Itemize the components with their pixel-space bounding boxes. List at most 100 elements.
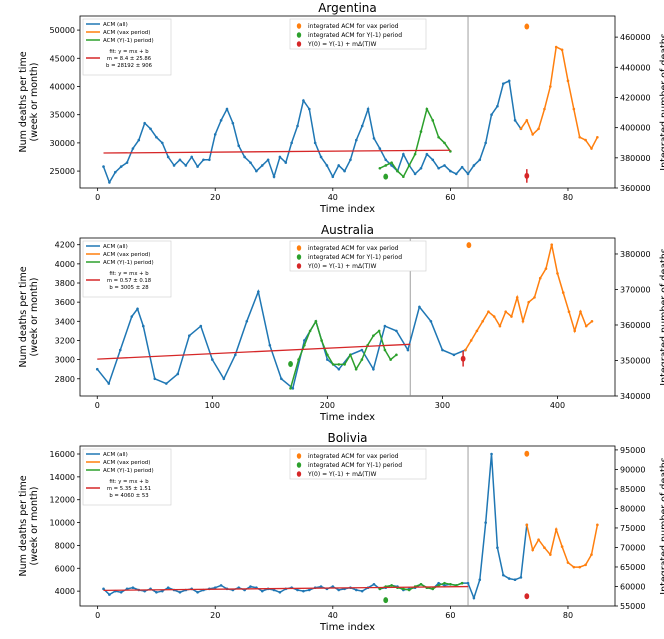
series-point-all (425, 152, 429, 156)
series-point-all (143, 121, 146, 125)
series-point-ym1 (337, 363, 341, 366)
legend-entry: ACM (Y(-1) period) (103, 38, 154, 44)
series-point-all (355, 138, 358, 142)
legend-marker (296, 471, 302, 477)
series-point-vax (590, 147, 593, 150)
series-point-all (472, 164, 476, 167)
series-point-ym1 (331, 363, 335, 366)
series-point-vax (515, 296, 519, 299)
series-line-ym1 (379, 106, 452, 178)
series-point-vax (584, 563, 587, 567)
x-tick-label: 400 (550, 401, 565, 410)
series-point-all (507, 577, 511, 580)
legend-box (82, 240, 172, 298)
series-point-all (478, 158, 482, 162)
series-point-all (219, 119, 223, 122)
series-point-all (384, 158, 388, 162)
legend-marker (296, 453, 302, 459)
y-tick-label: 3400 (55, 317, 75, 326)
x-tick-label: 20 (210, 193, 220, 202)
y2-tick-label: 85000 (620, 485, 645, 494)
series-point-ym1 (349, 353, 352, 357)
y-tick-label: 12000 (50, 496, 75, 505)
series-point-vax (469, 339, 473, 342)
series-point-all (331, 585, 335, 588)
series-point-ym1 (449, 582, 452, 586)
series-point-all (460, 165, 464, 169)
legend-fit-text: fit: y = mx + b (109, 271, 149, 277)
series-point-vax (579, 310, 582, 314)
series-point-ym1 (437, 135, 440, 139)
series-point-all (202, 158, 205, 162)
series-point-ym1 (320, 339, 323, 342)
series-point-vax (537, 127, 540, 131)
legend-box (82, 18, 172, 76)
series-point-ym1 (378, 166, 382, 170)
series-point-ym1 (297, 358, 300, 361)
legend-marker (296, 462, 302, 468)
series-point-all (161, 589, 164, 593)
legend-entry: ACM (all) (103, 452, 128, 458)
series-point-ym1 (443, 141, 446, 145)
marker-integrated_ym1 (383, 173, 389, 180)
series-point-all (419, 166, 423, 170)
series-point-vax (487, 310, 490, 314)
fit-line (103, 149, 451, 154)
legend-marker (296, 245, 302, 251)
y2-tick-label: 440000 (620, 63, 651, 72)
legend-box (82, 448, 172, 506)
legend-entry: ACM (vax period) (103, 252, 150, 258)
series-point-all (406, 348, 410, 352)
legend-fit-text: b = 3005 ± 28 (109, 285, 149, 291)
x-tick-label: 200 (320, 401, 335, 410)
legend-entry: Y(0) = Y(-1) + mΔ(T)W (307, 471, 376, 478)
series-point-ym1 (378, 587, 382, 591)
series-line-all (96, 288, 466, 390)
y2-tick-label: 400000 (620, 124, 651, 133)
series-point-all (402, 152, 405, 156)
series-point-all (441, 348, 444, 352)
x-tick-label: 0 (95, 193, 100, 202)
legend-box (289, 18, 427, 50)
series-point-vax (596, 135, 599, 139)
y2-axis-label: Integrated number of deaths (659, 248, 664, 385)
series-point-ym1 (437, 584, 440, 587)
series-point-all (507, 79, 511, 83)
y2-tick-label: 360000 (620, 321, 651, 330)
y-tick-label: 14000 (50, 473, 75, 482)
x-axis-label: Time index (319, 622, 375, 633)
fit-line (103, 585, 469, 592)
series-point-all (313, 141, 317, 145)
marker-integrated_vax (524, 23, 530, 30)
series-point-all (490, 452, 493, 456)
series-point-ym1 (343, 363, 346, 366)
legend-left: ACM (all) ACM (vax period) ACM (Y(-1) peri… (82, 448, 172, 506)
series-point-ym1 (419, 130, 423, 133)
series-point-vax (531, 133, 534, 136)
series-point-all (372, 367, 375, 371)
y-tick-label: 25000 (50, 167, 75, 176)
chart-title: Australia (321, 223, 374, 237)
series-point-ym1 (390, 161, 393, 164)
series-point-all (490, 113, 493, 116)
series-point-ym1 (443, 581, 446, 585)
series-point-ym1 (396, 169, 399, 173)
x-tick-label: 0 (95, 611, 100, 620)
series-point-vax (566, 561, 570, 564)
series-point-all (137, 138, 141, 142)
series-point-all (443, 164, 446, 167)
y2-tick-label: 80000 (620, 504, 645, 513)
series-point-all (319, 155, 323, 159)
legend-entry: Y(0) = Y(-1) + mΔ(T)W (307, 41, 376, 48)
series-point-all (166, 155, 170, 159)
series-point-ym1 (389, 358, 392, 361)
series-line-all (102, 79, 522, 185)
series-line-ym1 (289, 319, 397, 389)
y2-tick-label: 380000 (620, 154, 651, 163)
series-point-vax (525, 119, 529, 122)
series-point-all (307, 588, 311, 592)
series-point-vax (531, 548, 534, 552)
x-tick-label: 20 (210, 611, 220, 620)
series-point-all (513, 578, 517, 582)
